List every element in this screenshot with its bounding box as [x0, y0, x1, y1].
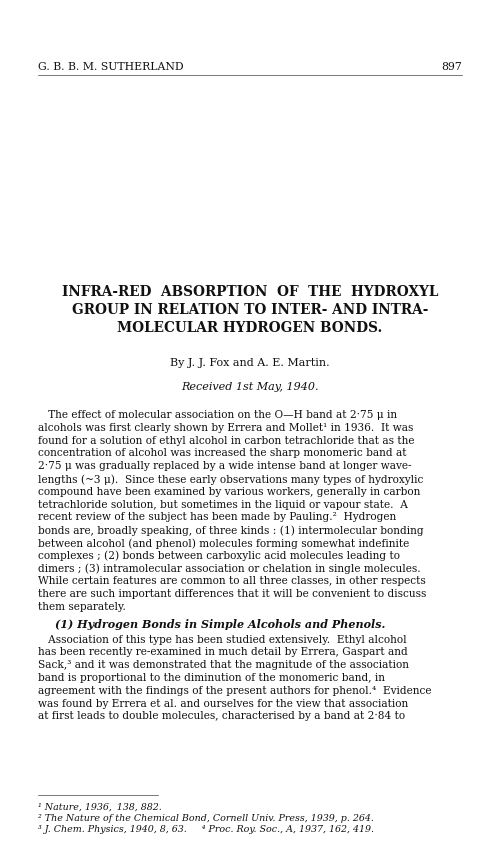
Text: between alcohol (and phenol) molecules forming somewhat indefinite: between alcohol (and phenol) molecules f…: [38, 538, 409, 548]
Text: complexes ; (2) bonds between carboxylic acid molecules leading to: complexes ; (2) bonds between carboxylic…: [38, 551, 400, 561]
Text: them separately.: them separately.: [38, 602, 126, 612]
Text: has been recently re-examined in much detail by Errera, Gaspart and: has been recently re-examined in much de…: [38, 648, 408, 658]
Text: ² The Nature of the Chemical Bond, Cornell Univ. Press, 1939, p. 264.: ² The Nature of the Chemical Bond, Corne…: [38, 814, 374, 823]
Text: Association of this type has been studied extensively.  Ethyl alcohol: Association of this type has been studie…: [38, 635, 406, 644]
Text: GROUP IN RELATION TO INTER- AND INTRA-: GROUP IN RELATION TO INTER- AND INTRA-: [72, 303, 428, 317]
Text: G. B. B. M. SUTHERLAND: G. B. B. M. SUTHERLAND: [38, 62, 184, 72]
Text: 2·75 μ was gradually replaced by a wide intense band at longer wave-: 2·75 μ was gradually replaced by a wide …: [38, 461, 412, 471]
Text: Sack,³ and it was demonstrated that the magnitude of the association: Sack,³ and it was demonstrated that the …: [38, 660, 409, 670]
Text: While certain features are common to all three classes, in other respects: While certain features are common to all…: [38, 576, 426, 586]
Text: INFRA-RED  ABSORPTION  OF  THE  HYDROXYL: INFRA-RED ABSORPTION OF THE HYDROXYL: [62, 285, 438, 299]
Text: agreement with the findings of the present authors for phenol.⁴  Evidence: agreement with the findings of the prese…: [38, 685, 432, 696]
Text: ¹ Nature, 1936,  138, 882.: ¹ Nature, 1936, 138, 882.: [38, 803, 162, 812]
Text: MOLECULAR HYDROGEN BONDS.: MOLECULAR HYDROGEN BONDS.: [118, 321, 382, 335]
Text: found for a solution of ethyl alcohol in carbon tetrachloride that as the: found for a solution of ethyl alcohol in…: [38, 436, 414, 446]
Text: lengths (~3 μ).  Since these early observations many types of hydroxylic: lengths (~3 μ). Since these early observ…: [38, 474, 424, 484]
Text: (1) Hydrogen Bonds in Simple Alcohols and Phenols.: (1) Hydrogen Bonds in Simple Alcohols an…: [55, 619, 386, 630]
Text: was found by Errera et al. and ourselves for the view that association: was found by Errera et al. and ourselves…: [38, 699, 408, 709]
Text: bonds are, broadly speaking, of three kinds : (1) intermolecular bonding: bonds are, broadly speaking, of three ki…: [38, 525, 424, 536]
Text: 897: 897: [442, 62, 462, 72]
Text: By J. J. Fox and A. E. Martin.: By J. J. Fox and A. E. Martin.: [170, 358, 330, 368]
Text: tetrachloride solution, but sometimes in the liquid or vapour state.  A: tetrachloride solution, but sometimes in…: [38, 500, 408, 510]
Text: The effect of molecular association on the O—H band at 2·75 μ in: The effect of molecular association on t…: [38, 410, 397, 420]
Text: there are such important differences that it will be convenient to discuss: there are such important differences tha…: [38, 590, 426, 599]
Text: Received 1st May, 1940.: Received 1st May, 1940.: [181, 382, 319, 392]
Text: dimers ; (3) intramolecular association or chelation in single molecules.: dimers ; (3) intramolecular association …: [38, 563, 420, 574]
Text: recent review of the subject has been made by Pauling.²  Hydrogen: recent review of the subject has been ma…: [38, 512, 396, 522]
Text: concentration of alcohol was increased the sharp monomeric band at: concentration of alcohol was increased t…: [38, 448, 406, 458]
Text: compound have been examined by various workers, generally in carbon: compound have been examined by various w…: [38, 487, 420, 497]
Text: ³ J. Chem. Physics, 1940, 8, 63.     ⁴ Proc. Roy. Soc., A, 1937, 162, 419.: ³ J. Chem. Physics, 1940, 8, 63. ⁴ Proc.…: [38, 825, 374, 834]
Text: alcohols was first clearly shown by Errera and Mollet¹ in 1936.  It was: alcohols was first clearly shown by Erre…: [38, 423, 414, 433]
Text: at first leads to double molecules, characterised by a band at 2·84 to: at first leads to double molecules, char…: [38, 711, 405, 722]
Text: band is proportional to the diminution of the monomeric band, in: band is proportional to the diminution o…: [38, 673, 385, 683]
